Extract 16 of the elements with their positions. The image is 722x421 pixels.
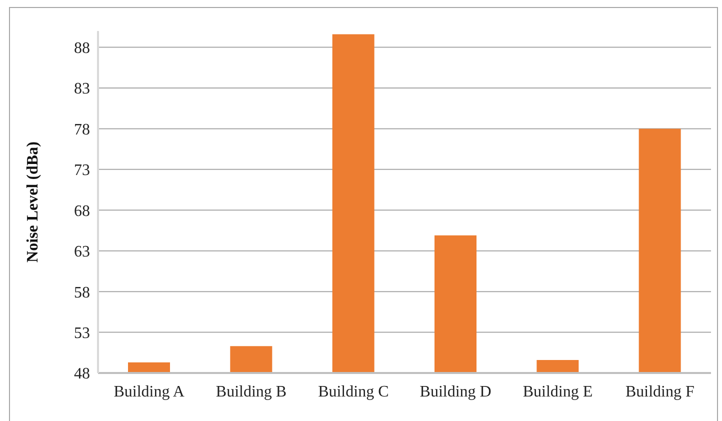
x-tick-label: Building F	[625, 383, 694, 400]
y-tick-label: 83	[74, 80, 90, 98]
y-tick-label: 53	[74, 324, 90, 342]
y-tick-label: 68	[74, 202, 90, 220]
y-tick-label: 58	[74, 284, 90, 302]
y-tick-label: 78	[74, 121, 90, 138]
y-tick-label: 73	[74, 162, 90, 180]
y-tick-label: 88	[74, 40, 90, 57]
y-tick-label: 48	[74, 366, 90, 383]
x-tick-label: Building D	[420, 383, 492, 400]
x-tick-label: Building C	[318, 383, 389, 400]
y-axis-title: Noise Level (dBa)	[24, 142, 42, 262]
x-tick-label: Building E	[522, 383, 593, 400]
x-tick-label: Building B	[216, 383, 287, 400]
y-tick-label: 63	[74, 244, 90, 261]
x-tick-label: Building A	[114, 383, 185, 400]
